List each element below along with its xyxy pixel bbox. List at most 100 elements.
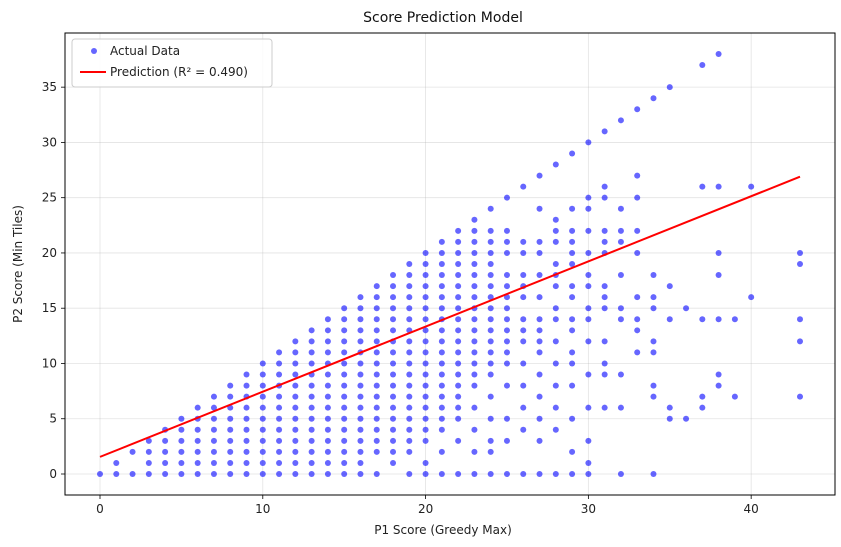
- data-point: [617, 371, 624, 378]
- data-point: [341, 316, 348, 323]
- data-point: [569, 382, 576, 389]
- data-point: [406, 338, 413, 345]
- data-point: [438, 360, 445, 367]
- data-point: [341, 382, 348, 389]
- legend-box: [71, 38, 273, 88]
- data-point: [520, 338, 527, 345]
- data-point: [650, 349, 657, 356]
- data-point: [487, 360, 494, 367]
- data-point: [324, 349, 331, 356]
- data-point: [210, 471, 217, 477]
- data-point: [520, 382, 527, 389]
- regression-line-group: [99, 175, 801, 458]
- data-point: [390, 382, 397, 389]
- data-point: [324, 415, 331, 422]
- data-point: [390, 360, 397, 367]
- data-point: [503, 437, 510, 444]
- data-point: [666, 283, 673, 290]
- data-point: [471, 249, 478, 256]
- data-point: [666, 404, 673, 411]
- data-point: [145, 459, 152, 466]
- data-point: [552, 404, 559, 411]
- data-point: [536, 272, 543, 279]
- data-point: [227, 415, 234, 422]
- data-point: [406, 393, 413, 400]
- data-point: [601, 183, 608, 190]
- data-point: [797, 261, 803, 267]
- data-point: [585, 305, 592, 312]
- data-point: [552, 471, 559, 477]
- data-point: [373, 448, 380, 455]
- data-point: [569, 249, 576, 256]
- data-point: [585, 338, 592, 345]
- data-point: [471, 238, 478, 245]
- data-point: [634, 327, 641, 334]
- data-point: [227, 471, 234, 477]
- y-tick-label: 25: [42, 191, 57, 205]
- data-point: [520, 294, 527, 301]
- data-point: [552, 426, 559, 433]
- data-point: [455, 415, 462, 422]
- data-point: [487, 349, 494, 356]
- data-point: [585, 459, 592, 466]
- data-point: [438, 272, 445, 279]
- data-point: [390, 426, 397, 433]
- data-point: [455, 471, 462, 477]
- data-point: [569, 327, 576, 334]
- data-point: [422, 459, 429, 466]
- x-tick-label: 0: [96, 502, 104, 516]
- data-point: [438, 238, 445, 245]
- data-point: [601, 227, 608, 234]
- data-point: [471, 294, 478, 301]
- data-point: [503, 227, 510, 234]
- data-point: [276, 393, 283, 400]
- x-tick-label: 10: [255, 502, 270, 516]
- data-point: [210, 426, 217, 433]
- data-point: [422, 415, 429, 422]
- data-point: [536, 393, 543, 400]
- data-point: [471, 338, 478, 345]
- data-point: [650, 382, 657, 389]
- data-point: [227, 382, 234, 389]
- data-point: [471, 227, 478, 234]
- data-point: [373, 327, 380, 334]
- data-point: [276, 415, 283, 422]
- data-point: [406, 448, 413, 455]
- data-point: [406, 283, 413, 290]
- data-point: [666, 415, 673, 422]
- data-point: [341, 327, 348, 334]
- data-point: [357, 448, 364, 455]
- data-point: [390, 283, 397, 290]
- data-point: [259, 459, 266, 466]
- data-point: [390, 349, 397, 356]
- data-point: [471, 283, 478, 290]
- data-point: [438, 371, 445, 378]
- data-point: [308, 404, 315, 411]
- data-point: [373, 426, 380, 433]
- data-point: [390, 437, 397, 444]
- data-point: [341, 393, 348, 400]
- data-point: [243, 371, 250, 378]
- data-point: [455, 338, 462, 345]
- data-point: [569, 316, 576, 323]
- x-tick-label: 20: [418, 502, 433, 516]
- data-point: [601, 194, 608, 201]
- data-point: [471, 448, 478, 455]
- data-point: [601, 371, 608, 378]
- data-point: [438, 283, 445, 290]
- data-point: [259, 360, 266, 367]
- data-point: [650, 95, 657, 102]
- data-point: [324, 459, 331, 466]
- data-point: [585, 471, 592, 477]
- data-point: [406, 294, 413, 301]
- data-point: [438, 305, 445, 312]
- data-point: [797, 393, 803, 400]
- data-point: [390, 459, 397, 466]
- data-point: [422, 371, 429, 378]
- data-point: [243, 459, 250, 466]
- data-point: [210, 404, 217, 411]
- data-point: [699, 62, 706, 69]
- data-point: [536, 172, 543, 179]
- data-point: [422, 393, 429, 400]
- data-point: [276, 459, 283, 466]
